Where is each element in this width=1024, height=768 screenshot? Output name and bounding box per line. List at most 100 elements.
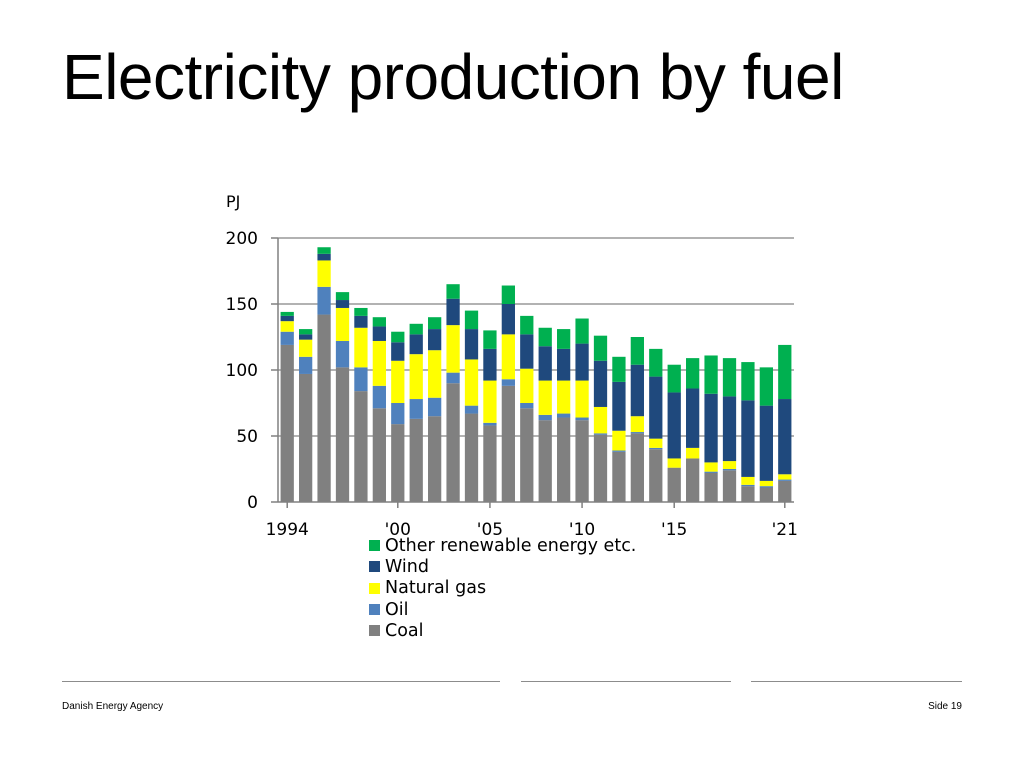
bar-coal-2019 <box>741 486 755 502</box>
bar-natural-gas-1996 <box>317 260 331 287</box>
bar-coal-2000 <box>391 424 405 502</box>
legend-item-wind: Wind <box>369 556 636 577</box>
bar-wind-1997 <box>335 300 350 308</box>
bar-natural-gas-2000 <box>391 360 405 403</box>
bar-coal-1999 <box>372 408 386 502</box>
bar-wind-2013 <box>630 364 644 417</box>
y-unit-label: PJ <box>226 192 240 211</box>
bar-coal-1996 <box>317 314 331 502</box>
bar-other-renewable-energy-etc-2003 <box>446 284 460 299</box>
bar-coal-2020 <box>759 487 773 502</box>
bar-oil-2000 <box>391 403 405 425</box>
bar-natural-gas-2009 <box>557 380 571 414</box>
bar-natural-gas-1994 <box>280 321 294 332</box>
bar-oil-1995 <box>299 356 313 374</box>
bar-other-renewable-energy-etc-2002 <box>428 317 442 330</box>
bar-other-renewable-energy-etc-2013 <box>630 337 644 365</box>
bar-wind-2005 <box>483 348 497 381</box>
bar-natural-gas-1997 <box>335 307 350 341</box>
legend-label-natural-gas: Natural gas <box>385 578 487 599</box>
footer-divider-2 <box>521 681 731 682</box>
bar-natural-gas-2005 <box>483 380 497 423</box>
bar-other-renewable-energy-etc-1996 <box>317 247 331 254</box>
bar-wind-2012 <box>612 381 626 431</box>
bar-oil-2018 <box>722 469 737 471</box>
bar-natural-gas-1995 <box>299 339 313 357</box>
bar-oil-2017 <box>704 471 718 473</box>
bar-oil-1996 <box>317 286 331 315</box>
bar-oil-2008 <box>538 414 552 421</box>
bar-wind-2010 <box>575 343 589 381</box>
legend-item-other-renewable-energy-etc: Other renewable energy etc. <box>369 535 636 556</box>
bar-other-renewable-energy-etc-1998 <box>354 307 368 316</box>
legend-label-oil: Oil <box>385 599 409 620</box>
bar-wind-2021 <box>778 399 792 475</box>
bar-wind-2020 <box>759 405 773 481</box>
bar-other-renewable-energy-etc-2005 <box>483 330 497 349</box>
y-tick-label-0: 0 <box>247 493 258 513</box>
bar-natural-gas-1999 <box>372 340 386 386</box>
bar-coal-2014 <box>649 449 663 502</box>
bar-natural-gas-2001 <box>409 354 423 400</box>
bar-coal-2009 <box>557 417 571 502</box>
legend-swatch-wind <box>369 561 380 573</box>
footer-organization: Danish Energy Agency <box>62 701 164 712</box>
bar-natural-gas-2015 <box>667 458 681 468</box>
bar-wind-1996 <box>317 253 331 261</box>
bar-coal-1995 <box>299 373 313 502</box>
bar-wind-2011 <box>593 360 608 407</box>
bar-other-renewable-energy-etc-2000 <box>391 331 405 343</box>
bar-natural-gas-2007 <box>520 368 534 403</box>
bar-oil-1999 <box>372 385 386 409</box>
bar-other-renewable-energy-etc-1997 <box>335 292 350 301</box>
bar-coal-2021 <box>778 480 792 502</box>
bar-natural-gas-2021 <box>778 474 792 480</box>
bar-coal-2006 <box>501 385 515 502</box>
legend-item-natural-gas: Natural gas <box>369 578 636 599</box>
bar-wind-2019 <box>741 400 755 477</box>
x-tick-label-2000: '00 <box>385 520 411 540</box>
bar-wind-2003 <box>446 298 460 326</box>
bar-natural-gas-2019 <box>741 476 755 485</box>
slide-title: Electricity production by fuel <box>62 41 844 113</box>
bar-wind-2007 <box>520 334 534 369</box>
bar-coal-1998 <box>354 391 368 502</box>
bar-coal-1997 <box>335 367 350 502</box>
bar-coal-2002 <box>428 416 442 502</box>
bar-oil-2002 <box>428 397 442 417</box>
bar-oil-2013 <box>630 432 644 434</box>
bar-oil-2011 <box>593 433 608 435</box>
bar-wind-1994 <box>280 315 294 322</box>
bar-coal-2003 <box>446 383 460 502</box>
bar-wind-2015 <box>667 392 681 459</box>
legend: Other renewable energy etc. Wind Natural g… <box>369 535 636 641</box>
bar-natural-gas-2020 <box>759 480 773 487</box>
bar-oil-2021 <box>778 479 792 481</box>
bar-coal-1994 <box>280 344 294 502</box>
bar-oil-2019 <box>741 484 755 487</box>
y-tick-label-100: 100 <box>226 361 258 381</box>
bar-wind-2014 <box>649 376 663 439</box>
bar-coal-2008 <box>538 420 552 502</box>
bar-other-renewable-energy-etc-2001 <box>409 323 423 335</box>
bar-coal-2010 <box>575 420 589 502</box>
x-tick-label-1994: 1994 <box>266 520 309 540</box>
bar-natural-gas-2013 <box>630 416 644 433</box>
bar-oil-1997 <box>335 340 350 368</box>
bar-coal-2012 <box>612 451 626 502</box>
bar-other-renewable-energy-etc-2004 <box>464 310 479 330</box>
legend-label-coal: Coal <box>385 620 424 641</box>
bar-oil-1998 <box>354 367 368 392</box>
bar-natural-gas-2003 <box>446 325 460 373</box>
bar-oil-2009 <box>557 413 571 418</box>
legend-item-coal: Coal <box>369 620 636 641</box>
axes: 0 50 100 150 200 1994 '00 '05 '10 '15 '21 <box>226 229 798 540</box>
bar-coal-2011 <box>593 434 608 502</box>
bar-natural-gas-1998 <box>354 327 368 368</box>
bar-wind-2001 <box>409 334 423 355</box>
bar-wind-1999 <box>372 326 386 341</box>
bar-oil-2003 <box>446 372 460 384</box>
bar-wind-2009 <box>557 348 571 381</box>
x-tick-label-2015: '15 <box>661 520 687 540</box>
bar-other-renewable-energy-etc-2020 <box>759 367 773 406</box>
